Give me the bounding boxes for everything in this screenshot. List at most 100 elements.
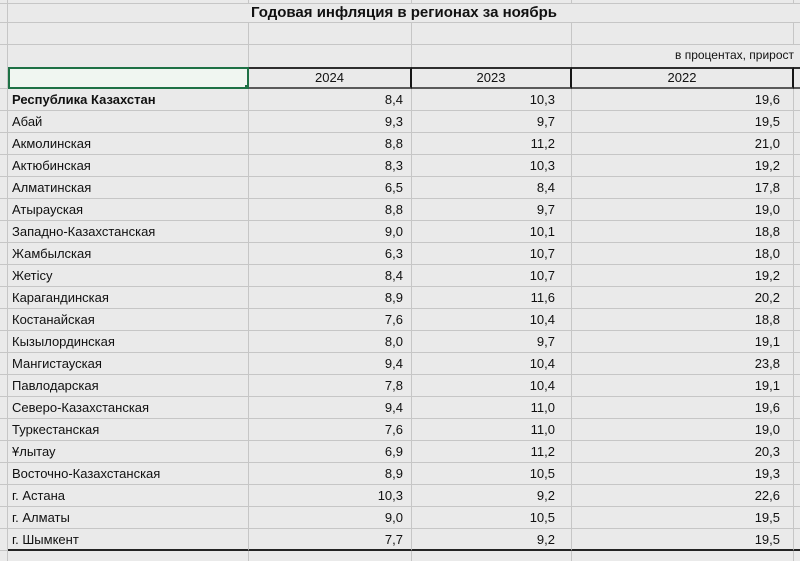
value-cell-2024[interactable]: 7,7: [249, 529, 412, 551]
region-cell[interactable]: Западно-Казахстанская: [8, 221, 249, 243]
value-cell-2023[interactable]: 11,2: [412, 133, 572, 155]
value-cell-2023[interactable]: 10,1: [412, 221, 572, 243]
value-cell-2024[interactable]: 9,4: [249, 397, 412, 419]
value-cell-2023[interactable]: 11,0: [412, 419, 572, 441]
grid-cell: [249, 551, 412, 561]
region-cell[interactable]: Республика Казахстан: [8, 89, 249, 111]
value-cell-2023[interactable]: 11,6: [412, 287, 572, 309]
value-cell-2023[interactable]: 10,3: [412, 89, 572, 111]
region-cell[interactable]: Костанайская: [8, 309, 249, 331]
grid-cell[interactable]: [249, 23, 412, 45]
value-cell-2024[interactable]: 8,0: [249, 331, 412, 353]
column-header-2023[interactable]: 2023: [412, 67, 572, 89]
region-cell[interactable]: Восточно-Казахстанская: [8, 463, 249, 485]
grid-cell[interactable]: [8, 23, 249, 45]
value-cell-2024[interactable]: 9,0: [249, 221, 412, 243]
value-cell-2024[interactable]: 9,4: [249, 353, 412, 375]
region-cell[interactable]: Ұлытау: [8, 441, 249, 463]
value-cell-2024[interactable]: 6,3: [249, 243, 412, 265]
value-cell-2022[interactable]: 18,8: [572, 221, 794, 243]
value-cell-2023[interactable]: 9,2: [412, 485, 572, 507]
region-cell[interactable]: Жамбылская: [8, 243, 249, 265]
value-cell-2024[interactable]: 10,3: [249, 485, 412, 507]
value-cell-2023[interactable]: 9,7: [412, 111, 572, 133]
grid-cell[interactable]: [572, 23, 794, 45]
region-cell[interactable]: Кызылординская: [8, 331, 249, 353]
region-cell[interactable]: Жетісу: [8, 265, 249, 287]
value-cell-2022[interactable]: 21,0: [572, 133, 794, 155]
value-cell-2022[interactable]: 19,2: [572, 155, 794, 177]
value-cell-2023[interactable]: 11,2: [412, 441, 572, 463]
region-cell[interactable]: Туркестанская: [8, 419, 249, 441]
region-cell[interactable]: Павлодарская: [8, 375, 249, 397]
value-cell-2023[interactable]: 8,4: [412, 177, 572, 199]
value-cell-2024[interactable]: 8,3: [249, 155, 412, 177]
value-cell-2024[interactable]: 6,5: [249, 177, 412, 199]
fill-handle[interactable]: [244, 84, 247, 87]
value-cell-2024[interactable]: 8,9: [249, 287, 412, 309]
value-cell-2024[interactable]: 9,0: [249, 507, 412, 529]
region-cell[interactable]: Абай: [8, 111, 249, 133]
value-cell-2024[interactable]: 8,8: [249, 133, 412, 155]
value-cell-2023[interactable]: 10,5: [412, 463, 572, 485]
value-cell-2023[interactable]: 10,5: [412, 507, 572, 529]
value-cell-2022[interactable]: 18,0: [572, 243, 794, 265]
value-cell-2022[interactable]: 19,5: [572, 111, 794, 133]
value-cell-2022[interactable]: 23,8: [572, 353, 794, 375]
column-header-2024[interactable]: 2024: [249, 67, 412, 89]
value-cell-2024[interactable]: 9,3: [249, 111, 412, 133]
value-cell-2023[interactable]: 9,7: [412, 199, 572, 221]
region-cell[interactable]: г. Астана: [8, 485, 249, 507]
value-cell-2024[interactable]: 7,6: [249, 309, 412, 331]
value-cell-2023[interactable]: 10,4: [412, 375, 572, 397]
region-cell[interactable]: г. Алматы: [8, 507, 249, 529]
value-cell-2024[interactable]: 8,8: [249, 199, 412, 221]
region-cell[interactable]: Северо-Казахстанская: [8, 397, 249, 419]
value-cell-2022[interactable]: 19,1: [572, 375, 794, 397]
value-cell-2022[interactable]: 17,8: [572, 177, 794, 199]
value-cell-2023[interactable]: 10,3: [412, 155, 572, 177]
value-cell-2024[interactable]: 8,4: [249, 89, 412, 111]
selected-cell[interactable]: [8, 67, 249, 89]
value-cell-2022[interactable]: 19,5: [572, 529, 794, 551]
value-cell-2022[interactable]: 19,6: [572, 397, 794, 419]
value-cell-2022[interactable]: 19,5: [572, 507, 794, 529]
region-cell[interactable]: Алматинская: [8, 177, 249, 199]
grid-cell[interactable]: [412, 23, 572, 45]
value-cell-2024[interactable]: 8,9: [249, 463, 412, 485]
grid-cell[interactable]: [412, 45, 572, 67]
value-cell-2022[interactable]: 19,2: [572, 265, 794, 287]
page-title[interactable]: Годовая инфляция в регионах за ноябрь: [8, 4, 800, 23]
value-cell-2024[interactable]: 7,8: [249, 375, 412, 397]
value-cell-2024[interactable]: 6,9: [249, 441, 412, 463]
table-body: Республика Казахстан 8,4 10,3 19,6 Абай 9,3 9,…: [0, 89, 800, 551]
value-cell-2023[interactable]: 9,7: [412, 331, 572, 353]
value-cell-2022[interactable]: 20,3: [572, 441, 794, 463]
value-cell-2024[interactable]: 8,4: [249, 265, 412, 287]
value-cell-2022[interactable]: 19,0: [572, 199, 794, 221]
region-cell[interactable]: Акмолинская: [8, 133, 249, 155]
region-cell[interactable]: Актюбинская: [8, 155, 249, 177]
value-cell-2022[interactable]: 19,6: [572, 89, 794, 111]
value-cell-2022[interactable]: 20,2: [572, 287, 794, 309]
value-cell-2022[interactable]: 19,3: [572, 463, 794, 485]
value-cell-2023[interactable]: 10,4: [412, 353, 572, 375]
value-cell-2022[interactable]: 22,6: [572, 485, 794, 507]
grid-cell[interactable]: [8, 45, 249, 67]
region-cell[interactable]: Мангистауская: [8, 353, 249, 375]
value-cell-2023[interactable]: 11,0: [412, 397, 572, 419]
units-note[interactable]: в процентах, прирост: [674, 48, 794, 62]
value-cell-2023[interactable]: 10,7: [412, 243, 572, 265]
value-cell-2022[interactable]: 19,1: [572, 331, 794, 353]
value-cell-2022[interactable]: 19,0: [572, 419, 794, 441]
column-header-2022[interactable]: 2022: [572, 67, 794, 89]
region-cell[interactable]: Карагандинская: [8, 287, 249, 309]
grid-cell[interactable]: [249, 45, 412, 67]
value-cell-2024[interactable]: 7,6: [249, 419, 412, 441]
value-cell-2023[interactable]: 9,2: [412, 529, 572, 551]
value-cell-2022[interactable]: 18,8: [572, 309, 794, 331]
value-cell-2023[interactable]: 10,4: [412, 309, 572, 331]
region-cell[interactable]: Атырауская: [8, 199, 249, 221]
value-cell-2023[interactable]: 10,7: [412, 265, 572, 287]
region-cell[interactable]: г. Шымкент: [8, 529, 249, 551]
